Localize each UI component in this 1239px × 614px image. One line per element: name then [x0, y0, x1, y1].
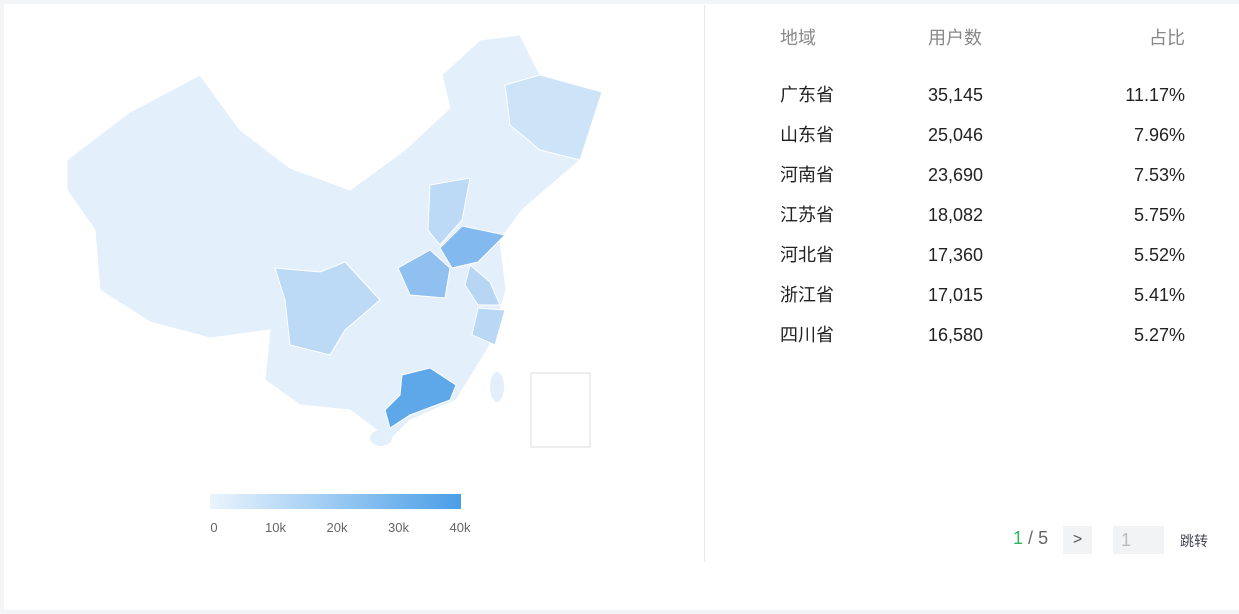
table-cell: 35,145: [928, 85, 984, 105]
region-sichuan: [274, 261, 381, 356]
legend-tick: 30k: [388, 520, 409, 535]
pagination: 1 / 5: [1013, 528, 1048, 549]
region-guangdong: [384, 367, 457, 429]
table-cell: 四川省: [780, 325, 834, 345]
table-cell: 7.53%: [1133, 165, 1185, 185]
table-cell: 江苏省: [780, 205, 834, 225]
table-cell: 河北省: [780, 245, 834, 265]
region-hebei: [427, 177, 471, 246]
legend-tick: 20k: [326, 520, 348, 535]
table-header: 地域: [780, 28, 816, 48]
map: [66, 34, 603, 509]
table-cell: 广东省: [780, 85, 834, 105]
legend-tick: 40k: [449, 520, 471, 535]
region-henan: [397, 249, 451, 299]
legend-bar: [210, 494, 461, 509]
table-header: 占比: [1149, 28, 1185, 48]
legend-tick: 10k: [265, 520, 286, 535]
table-cell: 16,580: [928, 325, 984, 345]
next-button[interactable]: >: [1063, 526, 1092, 554]
legend-tick: 0: [210, 520, 218, 535]
page-total: 5: [1038, 528, 1049, 548]
south-sea-inset: [530, 372, 591, 448]
hainan: [370, 430, 392, 446]
table-cell: 17,015: [928, 285, 984, 305]
table-cell: 18,082: [928, 205, 984, 225]
table-cell: 11.17%: [1125, 85, 1185, 105]
region-shandong: [439, 225, 507, 269]
table-cell: 浙江省: [780, 285, 834, 305]
table-cell: 5.41%: [1133, 285, 1185, 305]
table-cell: 25,046: [928, 125, 984, 145]
table-cell: 17,360: [928, 245, 984, 265]
region-zhejiang: [471, 307, 506, 346]
table-cell: 7.96%: [1133, 125, 1185, 145]
table-cell: 5.52%: [1133, 245, 1185, 265]
table-header: 用户数: [928, 28, 982, 48]
table-cell: 5.75%: [1133, 205, 1185, 225]
table-cell: 山东省: [780, 125, 834, 145]
jump-button[interactable]: 跳转: [1180, 533, 1208, 549]
table-cell: 23,690: [928, 165, 984, 185]
page-input[interactable]: 1: [1113, 526, 1164, 554]
table-cell: 河南省: [780, 165, 834, 185]
page-current: 1: [1013, 528, 1024, 548]
region-northeast: [504, 74, 603, 161]
page-separator: /: [1028, 528, 1034, 548]
table-cell: 5.27%: [1133, 325, 1185, 345]
region-jiangsu: [464, 264, 501, 306]
taiwan: [490, 372, 504, 402]
divider: [704, 5, 705, 562]
